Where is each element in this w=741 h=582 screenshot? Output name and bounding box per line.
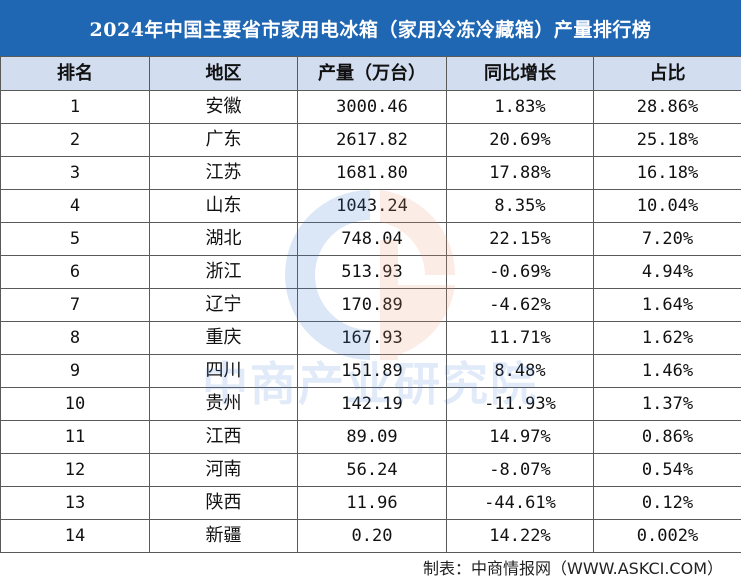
growth-cell: 1.83% <box>446 90 594 124</box>
header-region: 地区 <box>149 56 298 91</box>
output-cell: 513.93 <box>297 255 447 289</box>
output-cell: 0.20 <box>297 519 447 553</box>
share-cell: 7.20% <box>593 222 741 256</box>
output-cell: 1681.80 <box>297 156 447 190</box>
table-row: 6 浙江 513.93 -0.69% 4.94% <box>0 255 741 289</box>
header-share: 占比 <box>593 56 741 91</box>
table-row: 2 广东 2617.82 20.69% 25.18% <box>0 123 741 157</box>
table-row: 1 安徽 3000.46 1.83% 28.86% <box>0 90 741 124</box>
table-row: 5 湖北 748.04 22.15% 7.20% <box>0 222 741 256</box>
growth-cell: -8.07% <box>446 453 594 487</box>
rank-cell: 2 <box>0 123 150 157</box>
share-cell: 0.54% <box>593 453 741 487</box>
output-cell: 1043.24 <box>297 189 447 223</box>
growth-cell: 22.15% <box>446 222 594 256</box>
table-row: 14 新疆 0.20 14.22% 0.002% <box>0 519 741 553</box>
table-row: 3 江苏 1681.80 17.88% 16.18% <box>0 156 741 190</box>
header-output: 产量（万台） <box>297 56 447 91</box>
header-yoy-growth: 同比增长 <box>446 56 594 91</box>
growth-cell: -44.61% <box>446 486 594 520</box>
production-ranking-table: 排名 地区 产量（万台） 同比增长 占比 1 安徽 3000.46 1.83% … <box>0 56 741 553</box>
region-cell: 四川 <box>149 354 298 388</box>
share-cell: 1.37% <box>593 387 741 421</box>
output-cell: 56.24 <box>297 453 447 487</box>
rank-cell: 10 <box>0 387 150 421</box>
growth-cell: 8.35% <box>446 189 594 223</box>
share-cell: 0.12% <box>593 486 741 520</box>
share-cell: 1.46% <box>593 354 741 388</box>
rank-cell: 4 <box>0 189 150 223</box>
growth-cell: 14.97% <box>446 420 594 454</box>
share-cell: 28.86% <box>593 90 741 124</box>
share-cell: 1.64% <box>593 288 741 322</box>
region-cell: 贵州 <box>149 387 298 421</box>
output-cell: 89.09 <box>297 420 447 454</box>
table-row: 4 山东 1043.24 8.35% 10.04% <box>0 189 741 223</box>
region-cell: 辽宁 <box>149 288 298 322</box>
rank-cell: 13 <box>0 486 150 520</box>
growth-cell: 14.22% <box>446 519 594 553</box>
table-row: 8 重庆 167.93 11.71% 1.62% <box>0 321 741 355</box>
region-cell: 陕西 <box>149 486 298 520</box>
region-cell: 山东 <box>149 189 298 223</box>
output-cell: 167.93 <box>297 321 447 355</box>
output-cell: 3000.46 <box>297 90 447 124</box>
rank-cell: 5 <box>0 222 150 256</box>
region-cell: 河南 <box>149 453 298 487</box>
table-row: 10 贵州 142.19 -11.93% 1.37% <box>0 387 741 421</box>
table-row: 7 辽宁 170.89 -4.62% 1.64% <box>0 288 741 322</box>
growth-cell: 20.69% <box>446 123 594 157</box>
rank-cell: 14 <box>0 519 150 553</box>
header-rank: 排名 <box>0 56 150 91</box>
table-footer-source: 制表：中商情报网（WWW.ASKCI.COM） <box>423 559 723 578</box>
share-cell: 4.94% <box>593 255 741 289</box>
region-cell: 重庆 <box>149 321 298 355</box>
output-cell: 170.89 <box>297 288 447 322</box>
region-cell: 安徽 <box>149 90 298 124</box>
share-cell: 16.18% <box>593 156 741 190</box>
rank-cell: 1 <box>0 90 150 124</box>
output-cell: 11.96 <box>297 486 447 520</box>
table-header-row: 排名 地区 产量（万台） 同比增长 占比 <box>0 56 741 91</box>
region-cell: 新疆 <box>149 519 298 553</box>
table-row: 11 江西 89.09 14.97% 0.86% <box>0 420 741 454</box>
share-cell: 0.86% <box>593 420 741 454</box>
rank-cell: 9 <box>0 354 150 388</box>
growth-cell: 17.88% <box>446 156 594 190</box>
share-cell: 0.002% <box>593 519 741 553</box>
share-cell: 1.62% <box>593 321 741 355</box>
region-cell: 浙江 <box>149 255 298 289</box>
output-cell: 748.04 <box>297 222 447 256</box>
table-row: 13 陕西 11.96 -44.61% 0.12% <box>0 486 741 520</box>
rank-cell: 7 <box>0 288 150 322</box>
output-cell: 151.89 <box>297 354 447 388</box>
rank-cell: 11 <box>0 420 150 454</box>
share-cell: 10.04% <box>593 189 741 223</box>
rank-cell: 12 <box>0 453 150 487</box>
growth-cell: 8.48% <box>446 354 594 388</box>
growth-cell: -0.69% <box>446 255 594 289</box>
region-cell: 湖北 <box>149 222 298 256</box>
growth-cell: -4.62% <box>446 288 594 322</box>
output-cell: 2617.82 <box>297 123 447 157</box>
growth-cell: 11.71% <box>446 321 594 355</box>
rank-cell: 8 <box>0 321 150 355</box>
table-row: 12 河南 56.24 -8.07% 0.54% <box>0 453 741 487</box>
region-cell: 江苏 <box>149 156 298 190</box>
region-cell: 广东 <box>149 123 298 157</box>
region-cell: 江西 <box>149 420 298 454</box>
rank-cell: 3 <box>0 156 150 190</box>
rank-cell: 6 <box>0 255 150 289</box>
table-title: 2024年中国主要省市家用电冰箱（家用冷冻冷藏箱）产量排行榜 <box>0 0 741 56</box>
share-cell: 25.18% <box>593 123 741 157</box>
growth-cell: -11.93% <box>446 387 594 421</box>
output-cell: 142.19 <box>297 387 447 421</box>
table-row: 9 四川 151.89 8.48% 1.46% <box>0 354 741 388</box>
